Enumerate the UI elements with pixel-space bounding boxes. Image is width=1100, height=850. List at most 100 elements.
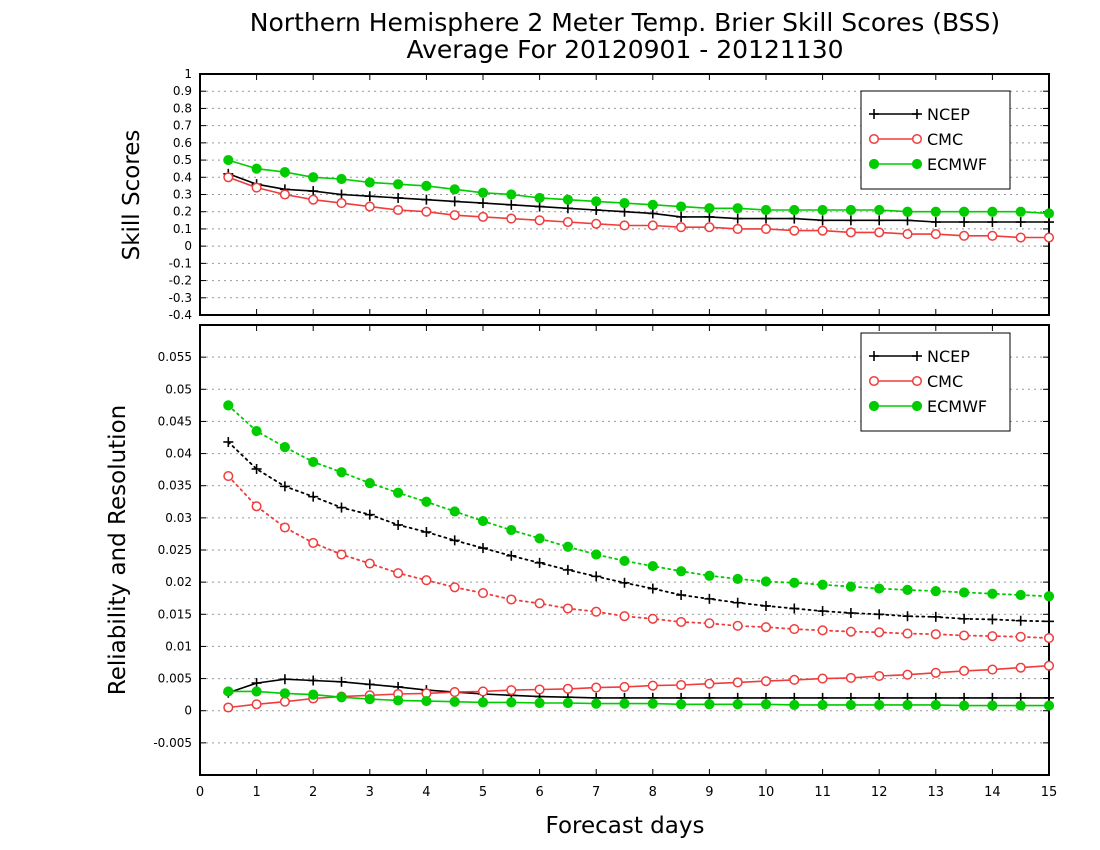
data-point-cmc-solid	[959, 230, 970, 241]
legend-marker-ncep	[869, 109, 879, 119]
data-point-ecmwf-solid	[1015, 206, 1026, 217]
data-point-cmc-solid	[732, 223, 743, 234]
data-point-cmc-dotted	[619, 611, 630, 622]
legend-marker-ecmwf	[911, 400, 923, 412]
data-point-cmc-solid	[506, 685, 517, 696]
data-point-ecmwf-solid	[732, 203, 743, 214]
data-point-cmc-solid	[1043, 232, 1055, 243]
data-point-cmc-solid	[336, 198, 347, 209]
data-point-cmc-solid	[789, 674, 800, 685]
legend-marker-ncep	[869, 351, 879, 361]
data-point-cmc-dotted	[279, 522, 290, 533]
data-point-ecmwf-solid	[279, 688, 290, 699]
data-point-cmc-solid	[1015, 232, 1026, 243]
data-point-cmc-solid	[902, 229, 913, 240]
skill-scores-panel: Skill Scores -0.4 -0.3 -0.2 -0.1 0 0.1 0.2 0.3 0…	[119, 67, 1055, 322]
data-point-cmc-solid	[817, 225, 828, 236]
data-point-ncep-solid	[308, 186, 319, 197]
y-tick-label: 0.01	[165, 639, 192, 653]
data-point-ecmwf-solid	[591, 698, 602, 709]
data-point-ncep-solid	[874, 215, 885, 226]
data-point-cmc-solid	[279, 189, 290, 200]
data-point-cmc-dotted	[1043, 633, 1055, 644]
legend-box	[860, 90, 1011, 190]
legend-marker-ecmwf	[868, 400, 880, 412]
data-point-cmc-solid	[534, 684, 545, 695]
data-point-ecmwf-solid	[364, 177, 375, 188]
data-point-ecmwf-dotted	[279, 442, 290, 453]
data-point-ecmwf-solid	[477, 697, 489, 708]
data-point-ecmwf-solid	[562, 697, 574, 709]
data-point-ncep-dotted	[251, 464, 262, 474]
legend-label-ecmwf: ECMWF	[927, 397, 987, 416]
y-tick-label: 0.5	[173, 153, 192, 167]
data-point-ecmwf-solid	[987, 700, 998, 711]
data-point-ncep-dotted	[789, 603, 800, 614]
data-point-cmc-solid	[845, 227, 856, 238]
data-point-cmc-solid	[987, 230, 998, 241]
y-tick-label: -0.4	[169, 308, 192, 322]
series-line-ncep-dotted	[227, 441, 1050, 623]
data-point-cmc-dotted	[647, 613, 658, 624]
data-point-ecmwf-solid	[676, 201, 687, 212]
data-point-ecmwf-solid	[506, 189, 517, 200]
y-tick-label: 0.04	[165, 447, 192, 461]
reliability-resolution-panel: Reliability and Resolution -0.005 0 0.005 0…	[105, 324, 1057, 800]
data-point-cmc-solid	[506, 213, 517, 224]
data-point-ecmwf-solid	[1043, 208, 1055, 219]
x-tick-label: 2	[309, 785, 317, 800]
data-point-ncep-solid	[364, 191, 375, 202]
data-point-ecmwf-dotted	[308, 456, 319, 468]
data-point-ecmwf-dotted	[789, 577, 800, 588]
data-point-ecmwf-solid	[562, 194, 574, 205]
data-point-cmc-dotted	[874, 627, 885, 638]
legend: NCEP CMC ECMWF	[860, 90, 1011, 190]
data-point-ecmwf-solid	[676, 699, 687, 710]
x-tick-label: 7	[592, 785, 600, 800]
data-point-cmc-dotted	[845, 626, 856, 637]
data-point-ncep-dotted	[478, 543, 488, 554]
data-point-cmc-solid	[364, 201, 375, 212]
data-point-ncep-dotted	[676, 590, 687, 600]
data-point-ecmwf-solid	[506, 697, 517, 708]
data-point-cmc-solid	[477, 211, 489, 222]
data-point-ecmwf-solid	[534, 192, 545, 204]
data-point-cmc-solid	[1043, 660, 1055, 671]
data-point-cmc-dotted	[591, 606, 602, 617]
data-point-ncep-dotted	[874, 609, 885, 620]
data-point-cmc-dotted	[534, 598, 545, 609]
data-point-ecmwf-solid	[874, 204, 885, 216]
data-point-cmc-dotted	[562, 603, 573, 614]
data-point-ecmwf-dotted	[336, 467, 347, 478]
data-point-cmc-solid	[647, 220, 658, 231]
data-point-cmc-solid	[789, 225, 800, 236]
y-tick-label: 0	[184, 239, 192, 253]
x-tick-label: 10	[758, 785, 775, 800]
data-point-ecmwf-dotted	[1015, 589, 1026, 601]
data-point-cmc-dotted	[1015, 631, 1026, 642]
data-point-ecmwf-dotted	[817, 579, 828, 590]
data-point-ncep-solid	[364, 679, 375, 690]
y-tick-label: 0.7	[173, 119, 192, 133]
data-point-ecmwf-dotted	[902, 584, 913, 595]
data-point-cmc-solid	[591, 218, 602, 229]
data-point-ecmwf-dotted	[562, 541, 574, 552]
data-point-ecmwf-solid	[959, 206, 970, 217]
data-point-ecmwf-solid	[421, 180, 432, 191]
x-tick-label: 0	[196, 785, 204, 800]
x-axis-title: Forecast days	[546, 813, 705, 839]
data-point-cmc-solid	[251, 699, 262, 710]
data-point-ncep-solid	[506, 199, 517, 210]
data-point-ecmwf-solid	[223, 154, 234, 166]
data-point-ecmwf-dotted	[534, 533, 545, 544]
data-point-ecmwf-dotted	[393, 487, 404, 498]
data-point-ecmwf-dotted	[1043, 591, 1055, 602]
data-point-cmc-solid	[449, 210, 460, 221]
data-point-ncep-solid	[817, 215, 828, 226]
data-point-cmc-solid	[845, 672, 856, 683]
data-point-ecmwf-solid	[930, 206, 941, 217]
y-tick-label: 0	[184, 704, 192, 718]
y-tick-label: 0.9	[173, 84, 192, 98]
data-point-ecmwf-dotted	[732, 573, 743, 585]
